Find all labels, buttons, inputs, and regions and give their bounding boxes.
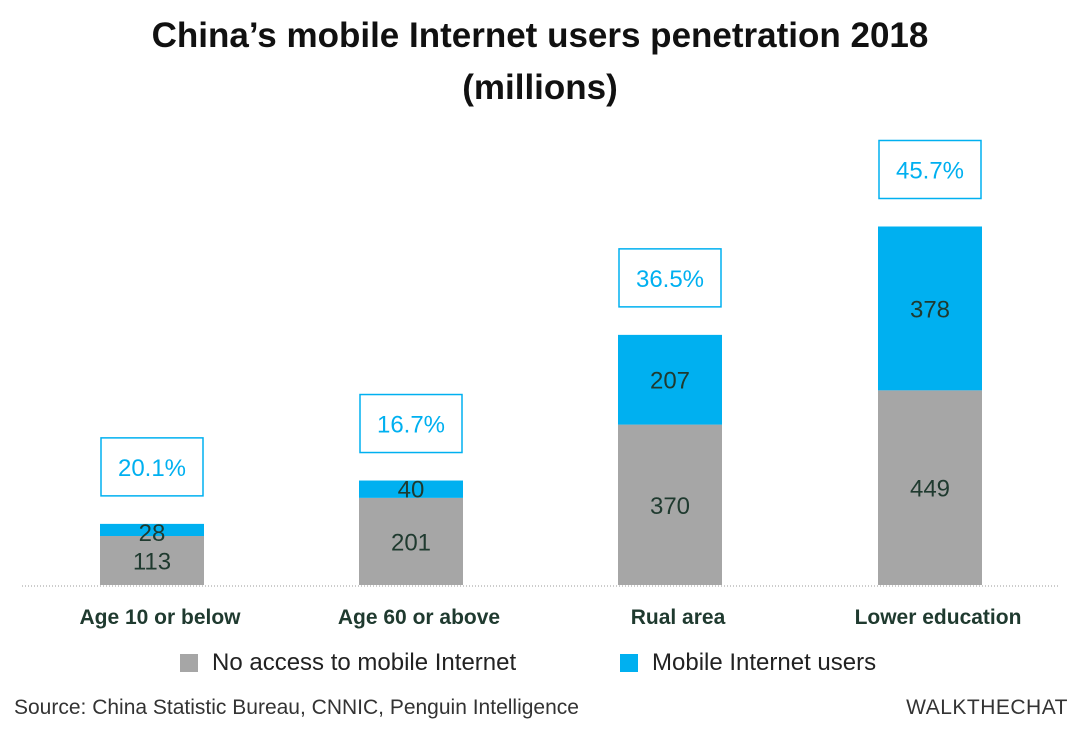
penetration-box-3 [878,139,982,200]
value-label-mobile-users-0: 28 [139,520,166,547]
penetration-box-1 [359,393,463,454]
value-label-mobile-users-3: 378 [910,296,950,323]
legend-swatch-gray [180,654,198,672]
category-label-2: Rual area [631,606,726,629]
bar-no-access-2 [618,424,722,585]
legend-item-no-access: No access to mobile Internet [180,646,516,680]
penetration-label-3: 45.7% [896,157,964,184]
value-label-no-access-1: 201 [391,529,431,556]
bar-no-access-0 [100,536,204,585]
category-label-0: Age 10 or below [79,606,241,629]
value-label-no-access-3: 449 [910,476,950,503]
category-label-1: Age 60 or above [338,606,500,629]
bar-mobile-users-1 [359,480,463,498]
penetration-label-1: 16.7% [377,412,445,439]
value-label-mobile-users-1: 40 [398,477,425,504]
bar-mobile-users-0 [100,523,204,537]
value-label-mobile-users-2: 207 [650,368,690,395]
source-note: Source: China Statistic Bureau, CNNIC, P… [14,696,579,719]
bar-no-access-3 [878,390,982,585]
bar-mobile-users-2 [618,334,722,425]
legend-swatch-blue [620,654,638,672]
legend-item-mobile-users: Mobile Internet users [620,646,876,680]
legend-label-no-access: No access to mobile Internet [212,649,517,676]
category-label-3: Lower education [855,606,1022,629]
penetration-label-0: 20.1% [118,455,186,482]
bar-no-access-1 [359,497,463,585]
chart-title-line-1: China’s mobile Internet users penetratio… [151,16,929,55]
brand-logo-text: WALKTHECHAT [906,696,1068,719]
penetration-box-0 [100,437,204,497]
penetration-label-2: 36.5% [636,266,704,293]
bar-mobile-users-3 [878,226,982,391]
chart-title-line-2: (millions) [462,68,618,107]
value-label-no-access-0: 113 [133,549,171,576]
value-label-no-access-2: 370 [650,493,690,520]
penetration-box-2 [618,248,722,308]
legend-label-mobile-users: Mobile Internet users [652,649,877,676]
